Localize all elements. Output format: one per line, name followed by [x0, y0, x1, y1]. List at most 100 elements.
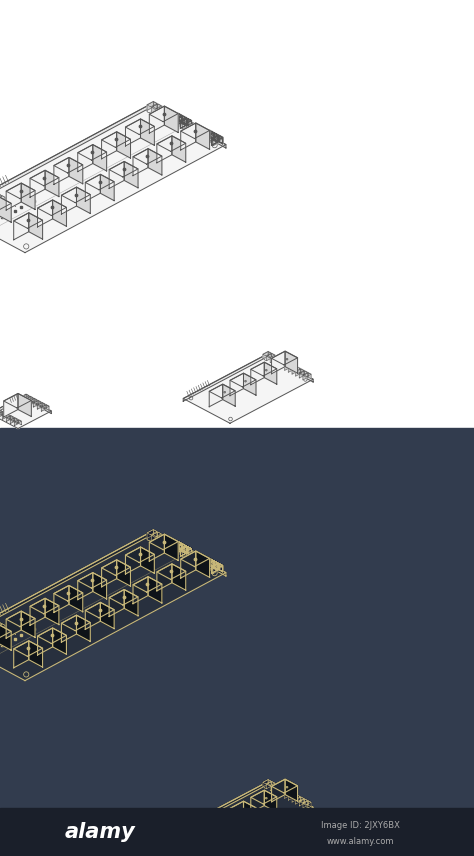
Polygon shape	[202, 558, 213, 564]
Polygon shape	[181, 118, 187, 128]
Polygon shape	[172, 564, 186, 590]
Polygon shape	[181, 118, 187, 128]
Polygon shape	[156, 534, 165, 539]
Polygon shape	[178, 113, 182, 122]
Polygon shape	[0, 532, 151, 644]
Polygon shape	[78, 145, 93, 171]
Polygon shape	[178, 541, 182, 550]
Polygon shape	[41, 405, 49, 409]
Polygon shape	[0, 824, 51, 856]
Polygon shape	[207, 133, 214, 143]
Polygon shape	[25, 396, 30, 403]
Polygon shape	[176, 116, 182, 126]
Polygon shape	[212, 135, 223, 141]
Polygon shape	[212, 563, 219, 574]
Polygon shape	[193, 122, 196, 130]
Polygon shape	[173, 116, 183, 121]
Polygon shape	[182, 544, 187, 552]
Polygon shape	[264, 790, 277, 812]
Polygon shape	[301, 369, 304, 375]
Polygon shape	[187, 550, 196, 556]
Polygon shape	[171, 541, 182, 547]
Polygon shape	[157, 564, 186, 580]
Polygon shape	[202, 558, 209, 568]
Polygon shape	[15, 846, 18, 851]
Polygon shape	[207, 133, 218, 139]
Polygon shape	[202, 558, 209, 568]
Polygon shape	[37, 628, 53, 655]
Polygon shape	[69, 158, 83, 184]
Polygon shape	[2, 413, 9, 417]
Polygon shape	[171, 541, 178, 551]
Polygon shape	[176, 544, 182, 554]
Polygon shape	[212, 135, 219, 146]
Polygon shape	[187, 546, 191, 555]
Polygon shape	[214, 561, 218, 569]
Polygon shape	[176, 544, 182, 554]
Polygon shape	[197, 553, 201, 561]
Polygon shape	[219, 135, 223, 144]
Polygon shape	[209, 384, 223, 407]
Polygon shape	[147, 102, 153, 110]
Polygon shape	[303, 372, 308, 380]
Polygon shape	[101, 560, 117, 587]
Polygon shape	[187, 122, 193, 132]
Polygon shape	[212, 563, 223, 569]
Polygon shape	[209, 558, 213, 567]
Polygon shape	[0, 202, 3, 207]
Polygon shape	[178, 113, 182, 122]
Polygon shape	[215, 134, 219, 142]
Polygon shape	[212, 135, 223, 141]
Polygon shape	[286, 361, 289, 367]
Polygon shape	[202, 558, 209, 568]
Polygon shape	[0, 633, 4, 639]
Polygon shape	[279, 785, 282, 791]
Polygon shape	[30, 824, 33, 829]
Polygon shape	[180, 544, 183, 551]
Polygon shape	[152, 532, 158, 541]
Polygon shape	[212, 135, 223, 141]
Polygon shape	[182, 544, 187, 552]
Polygon shape	[209, 130, 213, 139]
Polygon shape	[153, 530, 157, 537]
Polygon shape	[181, 118, 191, 124]
Polygon shape	[285, 363, 290, 371]
Polygon shape	[171, 113, 182, 119]
Polygon shape	[296, 797, 304, 801]
Polygon shape	[293, 793, 297, 799]
Polygon shape	[207, 561, 214, 571]
Polygon shape	[176, 544, 187, 550]
Polygon shape	[176, 116, 182, 126]
Polygon shape	[176, 544, 187, 550]
Polygon shape	[251, 362, 264, 384]
Polygon shape	[178, 113, 182, 122]
Polygon shape	[147, 530, 157, 535]
Polygon shape	[76, 187, 91, 213]
Polygon shape	[285, 791, 290, 799]
Polygon shape	[181, 118, 187, 128]
Polygon shape	[126, 547, 155, 562]
Polygon shape	[277, 360, 286, 364]
Polygon shape	[212, 135, 223, 141]
Polygon shape	[178, 546, 188, 551]
Polygon shape	[219, 563, 223, 572]
Polygon shape	[0, 633, 8, 638]
Polygon shape	[212, 563, 219, 574]
Polygon shape	[109, 162, 124, 188]
Polygon shape	[212, 563, 219, 574]
Polygon shape	[181, 551, 196, 578]
Polygon shape	[207, 561, 218, 567]
Polygon shape	[148, 577, 162, 603]
Polygon shape	[157, 564, 172, 591]
Polygon shape	[6, 201, 12, 207]
Polygon shape	[213, 137, 219, 146]
Polygon shape	[207, 561, 218, 567]
Polygon shape	[202, 130, 213, 136]
Polygon shape	[187, 118, 191, 127]
Polygon shape	[140, 119, 155, 146]
Polygon shape	[207, 561, 218, 567]
Polygon shape	[187, 546, 191, 555]
Polygon shape	[272, 779, 285, 802]
Polygon shape	[212, 563, 219, 574]
Polygon shape	[0, 624, 11, 639]
